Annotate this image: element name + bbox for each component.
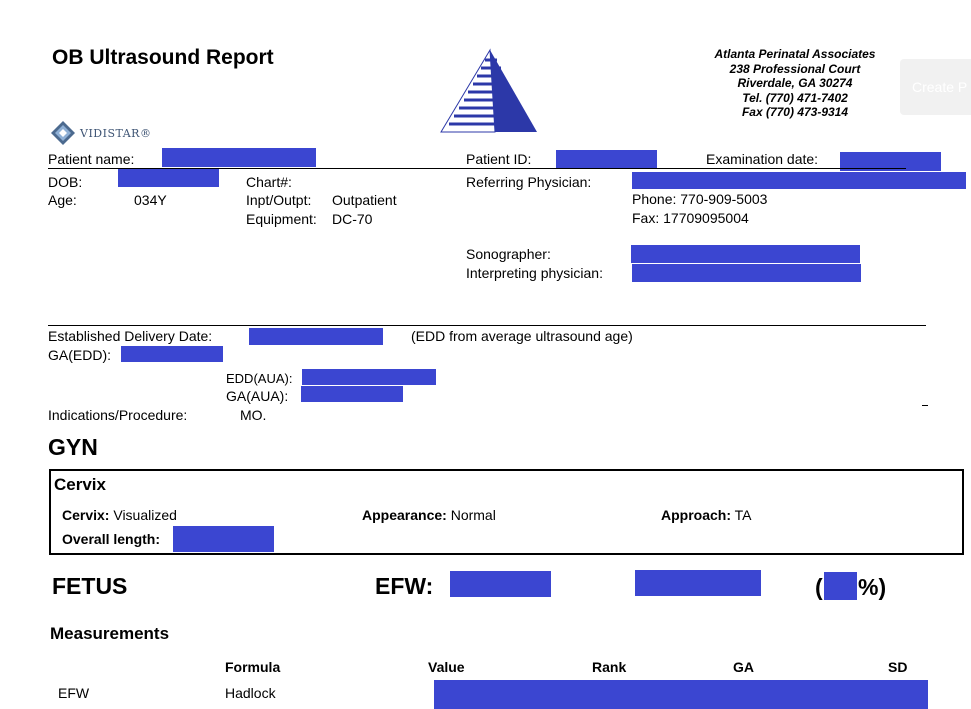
- patient-name-label: Patient name:: [48, 151, 135, 167]
- dob-redaction: [118, 169, 219, 187]
- header-divider: [48, 168, 906, 169]
- referring-phone: Phone: 770-909-5003: [632, 191, 768, 207]
- indications-label: Indications/Procedure:: [48, 407, 188, 423]
- efw-percent-close: %): [858, 574, 887, 600]
- efw-paren-open: (: [815, 574, 823, 600]
- row-efw-formula: Hadlock: [225, 685, 276, 701]
- row-efw-name: EFW: [58, 685, 90, 701]
- cervix-field: Cervix: Visualized: [62, 507, 177, 523]
- edd-note: (EDD from average ultrasound age): [411, 328, 633, 344]
- col-rank: Rank: [592, 659, 627, 675]
- clinic-city: Riverdale, GA 30274: [737, 76, 853, 90]
- edd-redaction: [249, 328, 383, 345]
- cervix-label: Cervix:: [62, 507, 110, 523]
- overall-length-label: Overall length:: [62, 531, 161, 547]
- vidistar-diamond-icon: [51, 121, 75, 145]
- equipment-label: Equipment:: [246, 211, 317, 227]
- exam-date-label: Examination date:: [706, 151, 819, 167]
- patient-id-label: Patient ID:: [466, 151, 532, 167]
- report-title: OB Ultrasound Report: [52, 46, 274, 69]
- appearance-field: Appearance: Normal: [362, 507, 496, 523]
- approach-field: Approach: TA: [661, 507, 752, 523]
- exam-date-redaction: [840, 152, 941, 171]
- patient-name-redaction: [162, 148, 316, 167]
- appearance-value: Normal: [450, 507, 496, 523]
- efw-range-redaction: [635, 570, 761, 596]
- efw-percentile-redaction: [824, 572, 857, 600]
- inpt-label: Inpt/Outpt:: [246, 192, 312, 208]
- ga-aua-redaction: [301, 386, 403, 402]
- equipment-value: DC-70: [332, 211, 373, 227]
- edd-aua-label: EDD(AUA):: [226, 371, 293, 386]
- interpreting-physician-redaction: [632, 264, 861, 282]
- efw-value-redaction: [450, 571, 551, 597]
- clinic-fax: Fax (770) 473-9314: [741, 105, 849, 119]
- ga-aua-label: GA(AUA):: [226, 388, 289, 404]
- indications-value: MO.: [240, 407, 267, 423]
- sonographer-redaction: [631, 245, 860, 263]
- dob-label: DOB:: [48, 174, 83, 190]
- referring-physician-redaction: [632, 172, 966, 189]
- approach-value: TA: [734, 507, 752, 523]
- clinic-street: 238 Professional Court: [729, 61, 861, 76]
- clinic-name: Atlanta Perinatal Associates: [714, 47, 876, 61]
- age-value: 034Y: [134, 192, 167, 208]
- approach-label: Approach:: [661, 507, 731, 523]
- interpreting-physician-label: Interpreting physician:: [466, 265, 603, 281]
- col-formula: Formula: [225, 659, 281, 675]
- ga-edd-label: GA(EDD):: [48, 347, 111, 363]
- fetus-heading: FETUS: [52, 573, 128, 599]
- overall-length-redaction: [173, 526, 274, 552]
- delivery-divider: [48, 325, 926, 326]
- clinic-tel: Tel. (770) 471-7402: [742, 90, 848, 105]
- patient-id-redaction: [556, 150, 657, 169]
- ga-edd-redaction: [121, 346, 223, 362]
- referring-fax: Fax: 17709095004: [632, 210, 749, 226]
- sonographer-label: Sonographer:: [466, 246, 551, 262]
- col-ga: GA: [733, 659, 754, 675]
- right-tick-mark: [922, 405, 928, 406]
- measurements-heading: Measurements: [50, 624, 170, 643]
- col-sd: SD: [888, 659, 908, 675]
- chart-label: Chart#:: [246, 174, 292, 190]
- vidistar-logo: VIDISTAR®: [50, 120, 151, 146]
- cervix-title: Cervix: [54, 475, 106, 494]
- vidistar-wordmark: VIDISTAR®: [80, 126, 152, 140]
- gyn-heading: GYN: [48, 434, 98, 460]
- edd-aua-redaction: [302, 369, 436, 385]
- cervix-value: Visualized: [113, 507, 177, 523]
- age-label: Age:: [48, 192, 77, 208]
- edd-label: Established Delivery Date:: [48, 328, 213, 344]
- appearance-label: Appearance:: [362, 507, 447, 523]
- efw-label: EFW:: [375, 573, 434, 599]
- row-efw-values-redaction: [434, 680, 928, 709]
- clinic-address-block: Atlanta Perinatal Associates 238 Profess…: [700, 47, 890, 120]
- col-value: Value: [428, 659, 465, 675]
- inpt-value: Outpatient: [332, 192, 397, 208]
- referring-physician-label: Referring Physician:: [466, 174, 592, 190]
- create-button[interactable]: Create P: [900, 59, 971, 115]
- pyramid-logo-icon: [440, 48, 537, 133]
- cervix-panel: [49, 469, 964, 555]
